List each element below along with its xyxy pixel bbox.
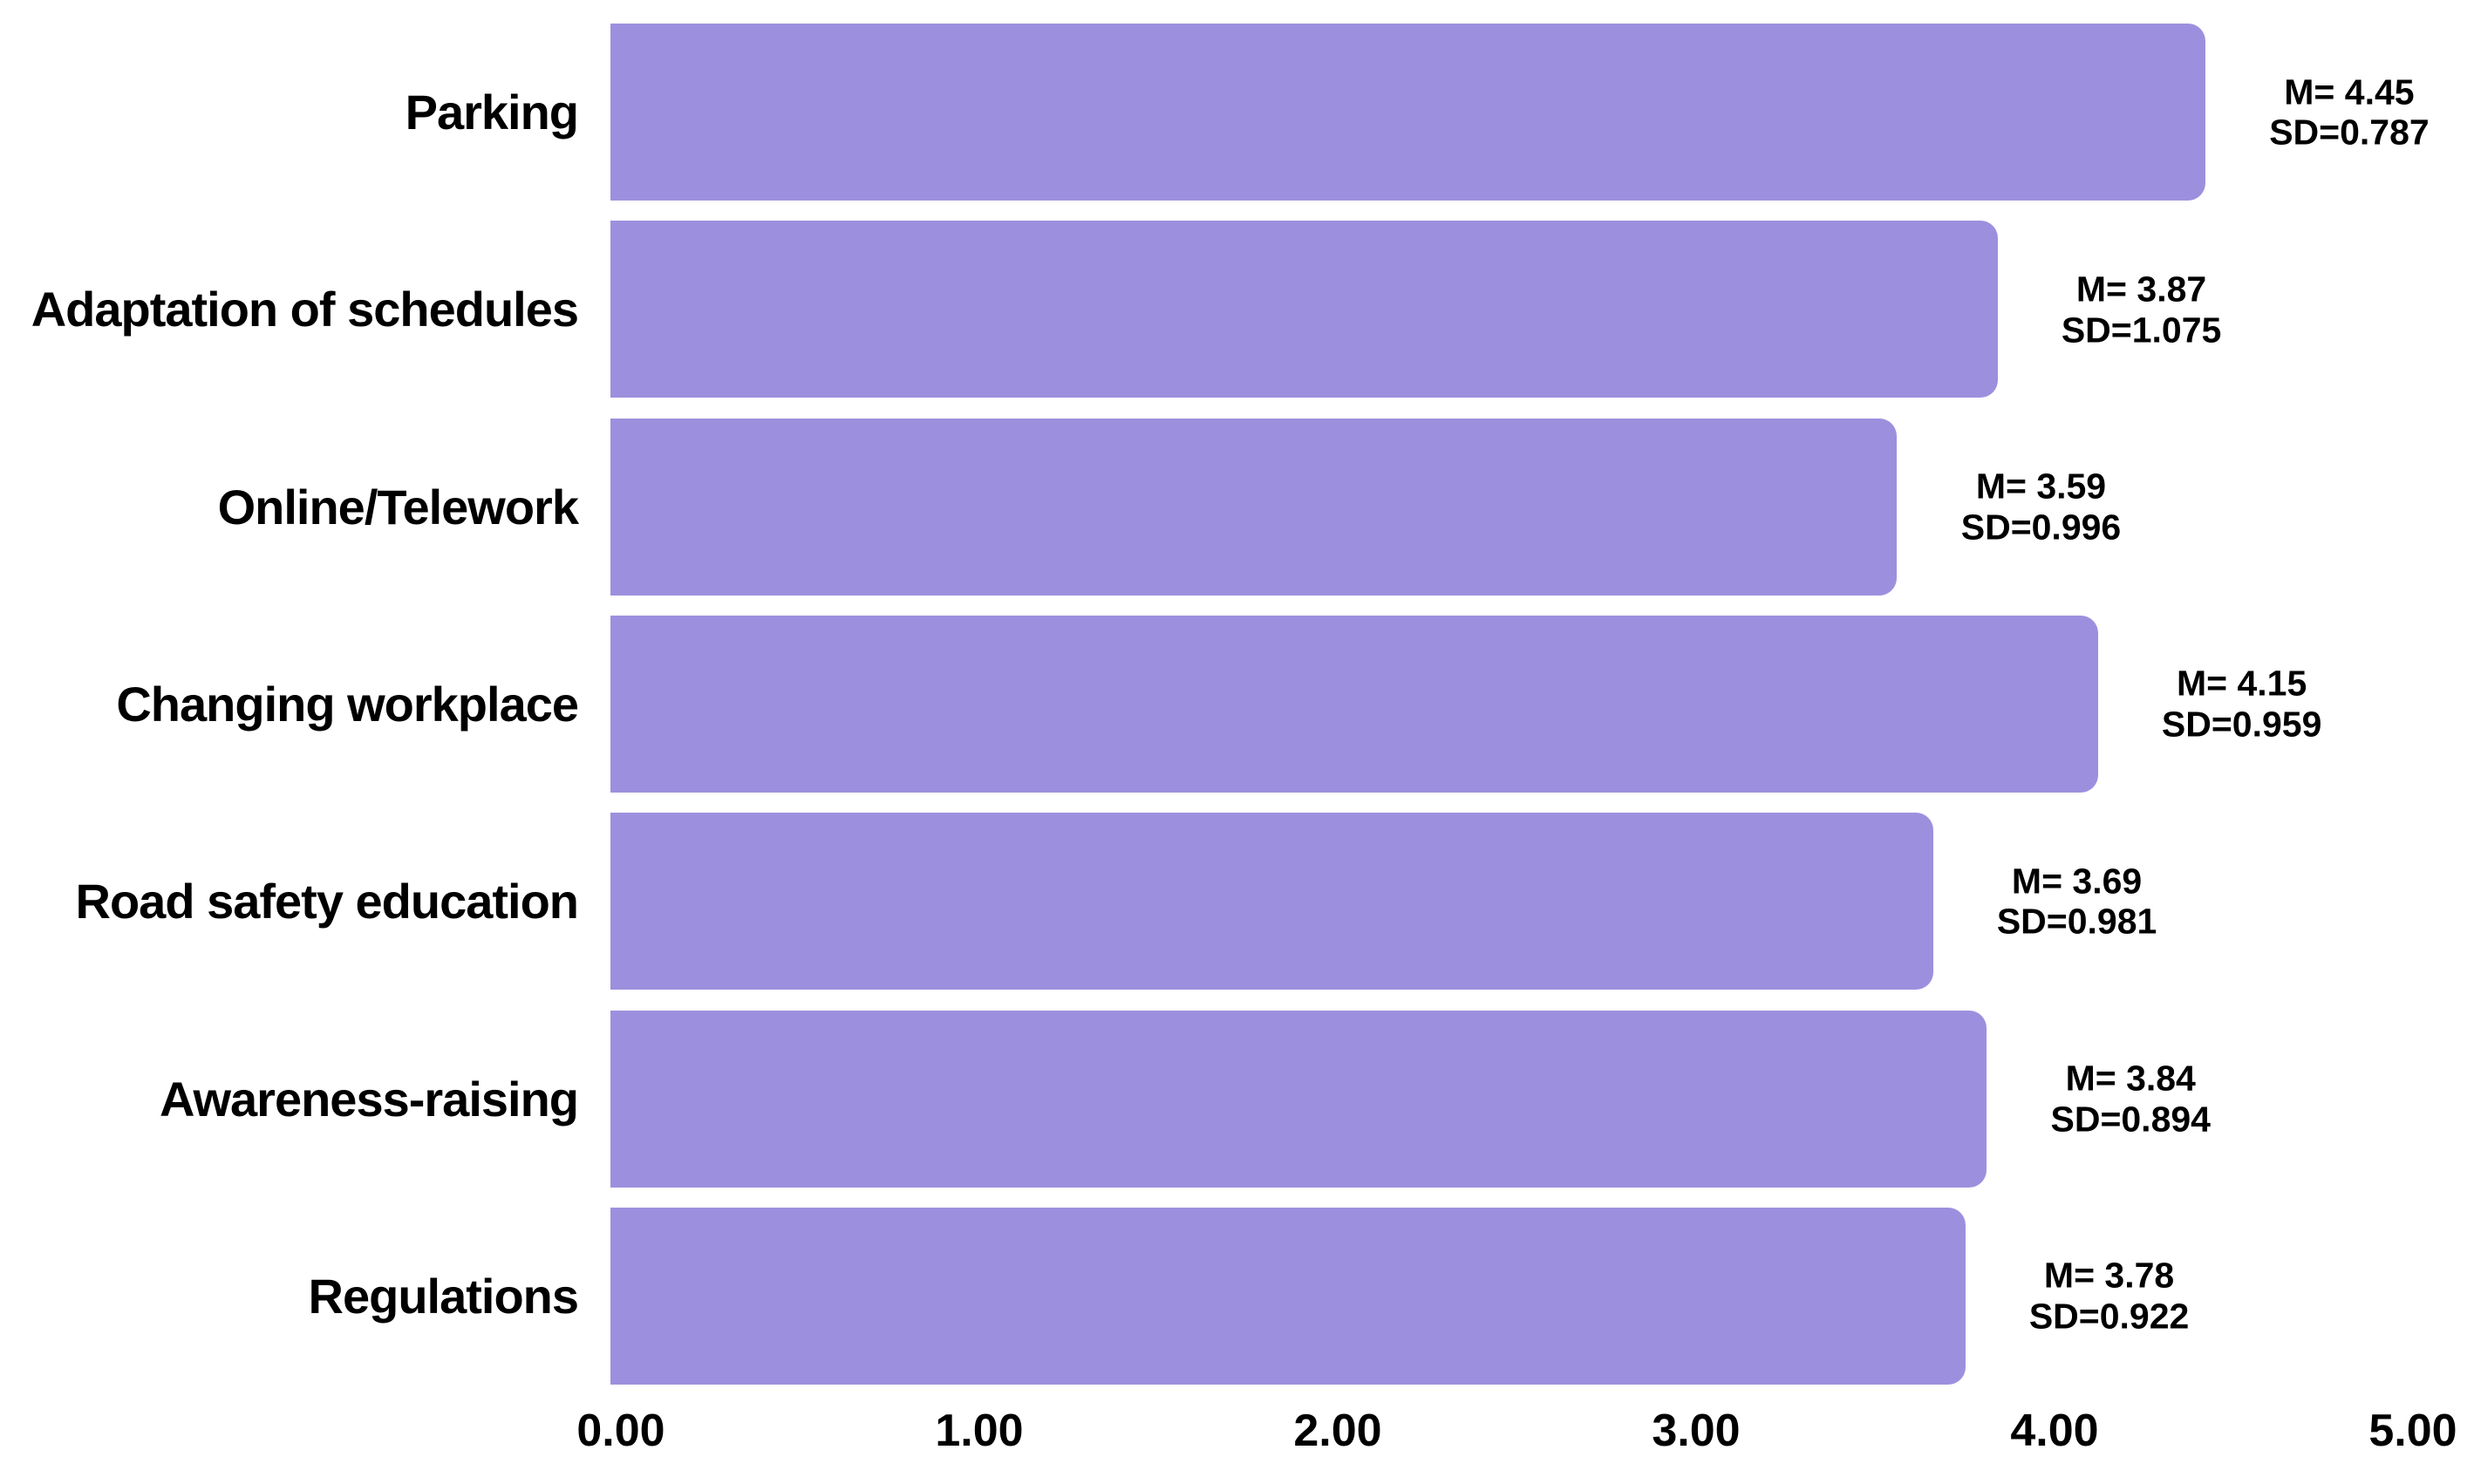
sd-label: SD=1.075 [2061,309,2222,350]
sd-label: SD=0.922 [2028,1296,2190,1337]
bar-annotation: M= 3.84 SD=0.894 [2026,1058,2235,1139]
bar [610,1010,1987,1188]
bar-row: Online/Telework M= 3.59 SD=0.996 [0,418,2474,596]
x-axis-tick-label: 0.00 [576,1406,665,1456]
x-axis-tick-label: 3.00 [1652,1406,1741,1456]
sd-label: SD=0.787 [2269,112,2430,153]
category-label: Regulations [308,1268,579,1324]
category-label: Awareness-raising [160,1071,579,1127]
bar-row: Changing workplace M= 4.15 SD=0.959 [0,615,2474,793]
bar [610,418,1898,596]
mean-label: M= 4.15 [2176,663,2307,704]
bar [610,221,1998,398]
bar [610,813,1933,990]
sd-label: SD=0.981 [1996,901,2157,942]
bar-row: Road safety education M= 3.69 SD=0.981 [0,813,2474,990]
mean-label: M= 3.87 [2075,269,2207,310]
bar-row: Regulations M= 3.78 SD=0.922 [0,1207,2474,1385]
category-label: Changing workplace [116,676,579,732]
bar [610,1207,1966,1385]
x-axis-tick-label: 1.00 [935,1406,1024,1456]
x-axis-tick-label: 2.00 [1293,1406,1382,1456]
sd-label: SD=0.959 [2161,704,2322,745]
x-axis-tick-label: 5.00 [2368,1406,2457,1456]
bar-row: Parking M= 4.45 SD=0.787 [0,24,2474,201]
bar-annotation: M= 4.45 SD=0.787 [2245,71,2454,153]
category-label: Adaptation of schedules [31,282,579,337]
x-axis-tick-label: 4.00 [2010,1406,2099,1456]
bar-annotation: M= 3.59 SD=0.996 [1936,466,2145,547]
bar-row: Adaptation of schedules M= 3.87 SD=1.075 [0,221,2474,398]
bar [610,24,2205,201]
mean-label: M= 4.45 [2284,71,2415,112]
sd-label: SD=0.894 [2050,1099,2211,1139]
bar [610,615,2098,793]
mean-label: M= 3.59 [1975,466,2107,507]
mean-label: M= 3.84 [2065,1058,2196,1099]
mean-label: M= 3.78 [2043,1255,2175,1296]
bar-row: Awareness-raising M= 3.84 SD=0.894 [0,1010,2474,1188]
category-label: Online/Telework [217,479,579,534]
category-label: Parking [405,85,579,140]
bar-annotation: M= 3.78 SD=0.922 [2005,1256,2214,1337]
mean-label: M= 3.69 [2011,860,2143,901]
bar-annotation: M= 3.69 SD=0.981 [1973,861,2182,942]
category-label: Road safety education [75,874,579,929]
sd-label: SD=0.996 [1960,507,2122,548]
bar-annotation: M= 4.15 SD=0.959 [2137,664,2347,745]
bar-annotation: M= 3.87 SD=1.075 [2037,269,2246,350]
